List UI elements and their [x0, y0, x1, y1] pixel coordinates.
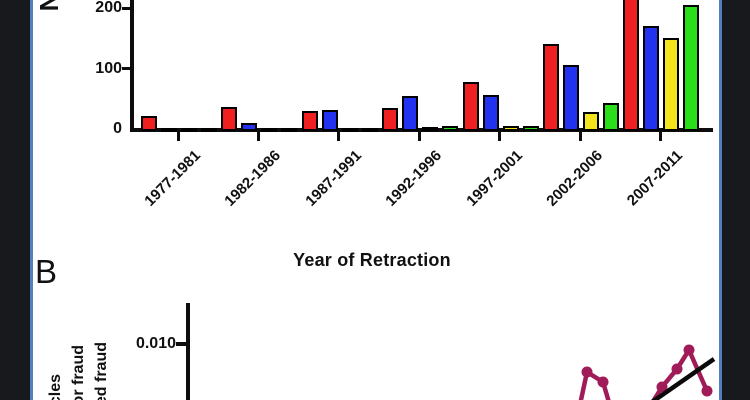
y-axis-b — [186, 303, 190, 400]
y-tick-label: 100 — [95, 59, 122, 77]
x-tick — [578, 131, 582, 141]
x-tick — [498, 131, 502, 141]
y-tick-b — [176, 342, 187, 346]
bar-red-series — [382, 108, 399, 131]
bar-red-series — [462, 82, 479, 131]
x-tick — [256, 131, 260, 141]
bar-green-series — [442, 126, 459, 131]
y-tick — [122, 6, 131, 10]
bar-red-series — [221, 107, 238, 131]
bar-blue-series — [241, 123, 258, 131]
bar-green-series — [683, 5, 700, 131]
bar-green-series — [603, 103, 619, 131]
bar-red-series — [301, 111, 318, 131]
x-axis-a — [130, 128, 713, 132]
bar-yellow-series — [583, 112, 599, 131]
bar-blue-series — [643, 26, 660, 131]
bar-blue-series — [161, 128, 177, 132]
x-tick — [337, 131, 341, 141]
bar-yellow-series — [341, 128, 358, 132]
y-tick — [122, 67, 131, 70]
x-tick — [417, 131, 421, 141]
bar-yellow-series — [261, 128, 278, 132]
panel-b-label: B — [35, 253, 58, 290]
bar-green-series — [281, 128, 298, 132]
bar-yellow-series — [502, 126, 519, 131]
x-category-label: 2007-2011 — [624, 147, 687, 210]
bar-red-series — [141, 116, 157, 131]
x-axis-title: Year of Retraction — [293, 250, 451, 270]
x-tick — [658, 131, 662, 141]
bar-yellow-series — [422, 127, 439, 131]
bar-blue-series — [402, 96, 419, 131]
bar-blue-series — [321, 110, 338, 131]
bar-red-series — [623, 0, 640, 131]
bar-blue-series — [563, 65, 579, 131]
bar-green-series — [201, 128, 217, 132]
bar-yellow-series — [181, 128, 197, 132]
bar-green-series — [361, 128, 378, 132]
bar-green-series — [522, 126, 539, 131]
bar-red-series — [543, 44, 559, 131]
y-axis-a — [130, 0, 134, 132]
x-tick — [176, 131, 180, 141]
bar-yellow-series — [663, 38, 680, 131]
bar-blue-series — [482, 95, 499, 131]
figure-page — [30, 0, 722, 400]
y-tick-label: 200 — [95, 0, 122, 16]
y-tick-label-b: 0.010 — [135, 335, 176, 352]
y-tick-label: 0 — [113, 120, 122, 137]
